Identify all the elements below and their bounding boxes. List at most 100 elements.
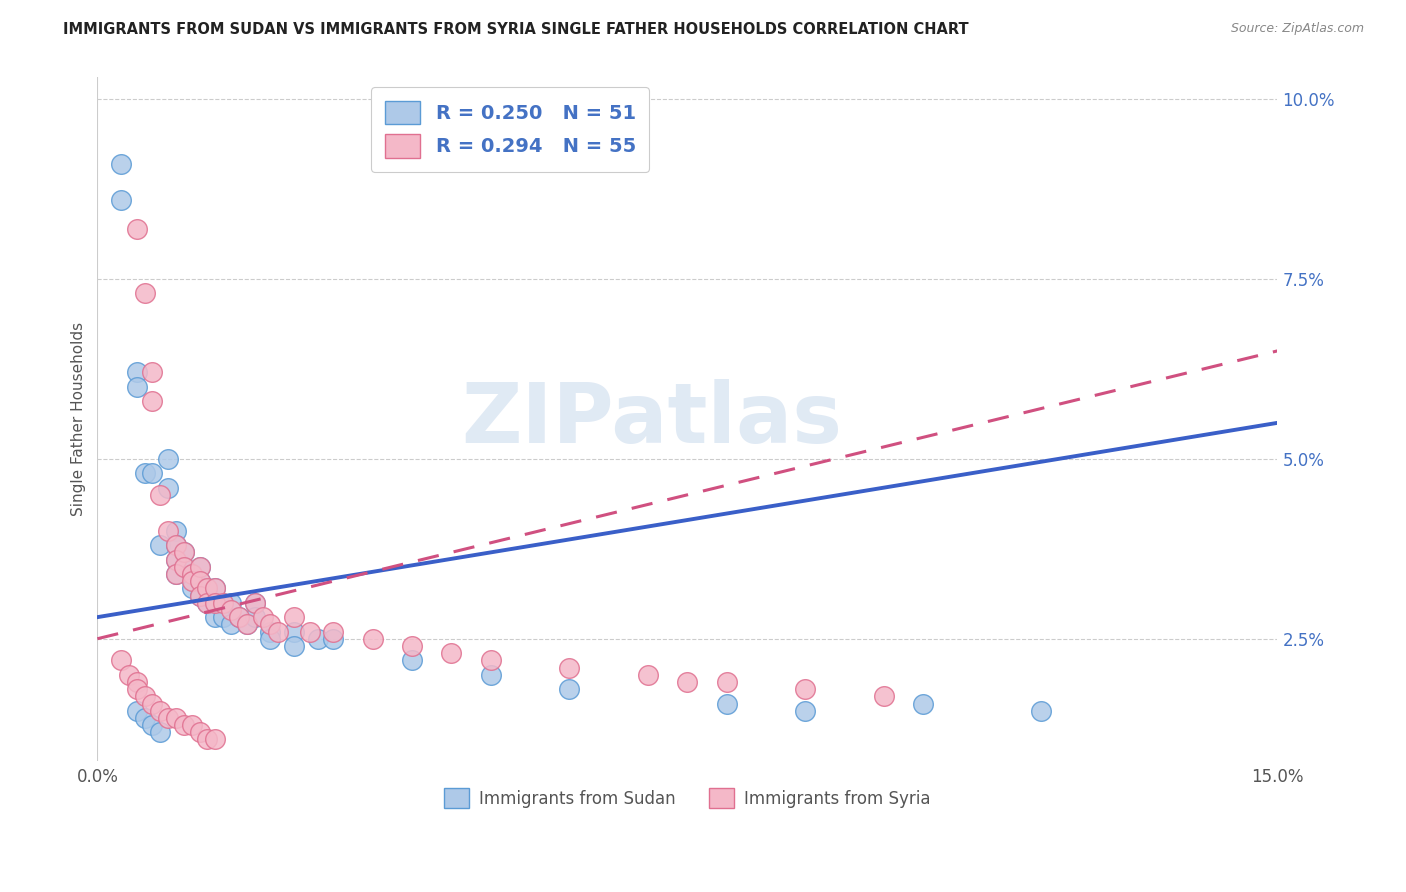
Point (141, 697, 163, 711)
Point (873, 690, 896, 704)
Point (361, 632, 384, 646)
Point (173, 718, 195, 732)
Point (197, 596, 219, 610)
Point (219, 596, 242, 610)
Point (141, 467, 163, 481)
Point (283, 610, 305, 624)
Point (197, 582, 219, 596)
Point (236, 617, 259, 632)
Point (141, 366, 163, 380)
Point (204, 610, 226, 624)
Point (228, 610, 250, 624)
Point (173, 545, 195, 559)
Point (165, 711, 187, 725)
Legend: Immigrants from Sudan, Immigrants from Syria: Immigrants from Sudan, Immigrants from S… (437, 781, 938, 814)
Point (188, 725, 211, 739)
Point (165, 552, 187, 566)
Point (243, 596, 266, 610)
Point (212, 596, 235, 610)
Point (173, 559, 195, 574)
Point (157, 524, 180, 538)
Point (125, 682, 148, 697)
Point (125, 704, 148, 718)
Point (322, 632, 344, 646)
Point (283, 639, 305, 653)
Point (165, 538, 187, 552)
Point (180, 574, 202, 589)
Point (165, 566, 187, 581)
Point (558, 660, 581, 674)
Point (267, 624, 290, 639)
Point (125, 380, 148, 394)
Text: ZIPatlas: ZIPatlas (461, 379, 842, 459)
Point (134, 690, 156, 704)
Point (134, 467, 156, 481)
Point (180, 718, 202, 732)
Point (149, 704, 172, 718)
Point (283, 624, 305, 639)
Point (197, 596, 219, 610)
Point (716, 674, 738, 689)
Point (219, 617, 242, 632)
Point (180, 582, 202, 596)
Point (204, 582, 226, 596)
Point (401, 653, 423, 667)
Point (204, 596, 226, 610)
Point (558, 682, 581, 697)
Point (149, 538, 172, 552)
Point (259, 624, 281, 639)
Point (125, 674, 148, 689)
Point (298, 624, 321, 639)
Point (219, 603, 242, 617)
Point (173, 545, 195, 559)
Point (228, 610, 250, 624)
Point (188, 574, 211, 589)
Text: Source: ZipAtlas.com: Source: ZipAtlas.com (1230, 22, 1364, 36)
Point (110, 157, 132, 171)
Point (197, 732, 219, 747)
Point (110, 653, 132, 667)
Point (141, 394, 163, 409)
Point (912, 697, 935, 711)
Point (165, 538, 187, 552)
Point (716, 697, 738, 711)
Point (180, 574, 202, 589)
Point (125, 366, 148, 380)
Point (259, 632, 281, 646)
Point (188, 559, 211, 574)
Point (180, 566, 202, 581)
Point (637, 667, 659, 681)
Point (188, 559, 211, 574)
Point (243, 610, 266, 624)
Point (252, 610, 274, 624)
Point (157, 711, 180, 725)
Point (165, 552, 187, 566)
Point (479, 653, 502, 667)
Y-axis label: Single Father Households: Single Father Households (72, 322, 86, 516)
Point (1031, 704, 1053, 718)
Point (165, 524, 187, 538)
Point (149, 488, 172, 502)
Point (794, 682, 817, 697)
Point (307, 632, 329, 646)
Point (794, 704, 817, 718)
Point (204, 582, 226, 596)
Point (676, 674, 699, 689)
Point (188, 589, 211, 603)
Point (479, 667, 502, 681)
Point (401, 639, 423, 653)
Point (134, 286, 156, 301)
Point (204, 732, 226, 747)
Point (236, 617, 259, 632)
Point (259, 617, 281, 632)
Point (110, 193, 132, 207)
Point (118, 667, 141, 681)
Point (204, 596, 226, 610)
Point (180, 566, 202, 581)
Point (243, 596, 266, 610)
Point (440, 646, 463, 660)
Point (188, 589, 211, 603)
Point (212, 610, 235, 624)
Point (322, 624, 344, 639)
Point (149, 725, 172, 739)
